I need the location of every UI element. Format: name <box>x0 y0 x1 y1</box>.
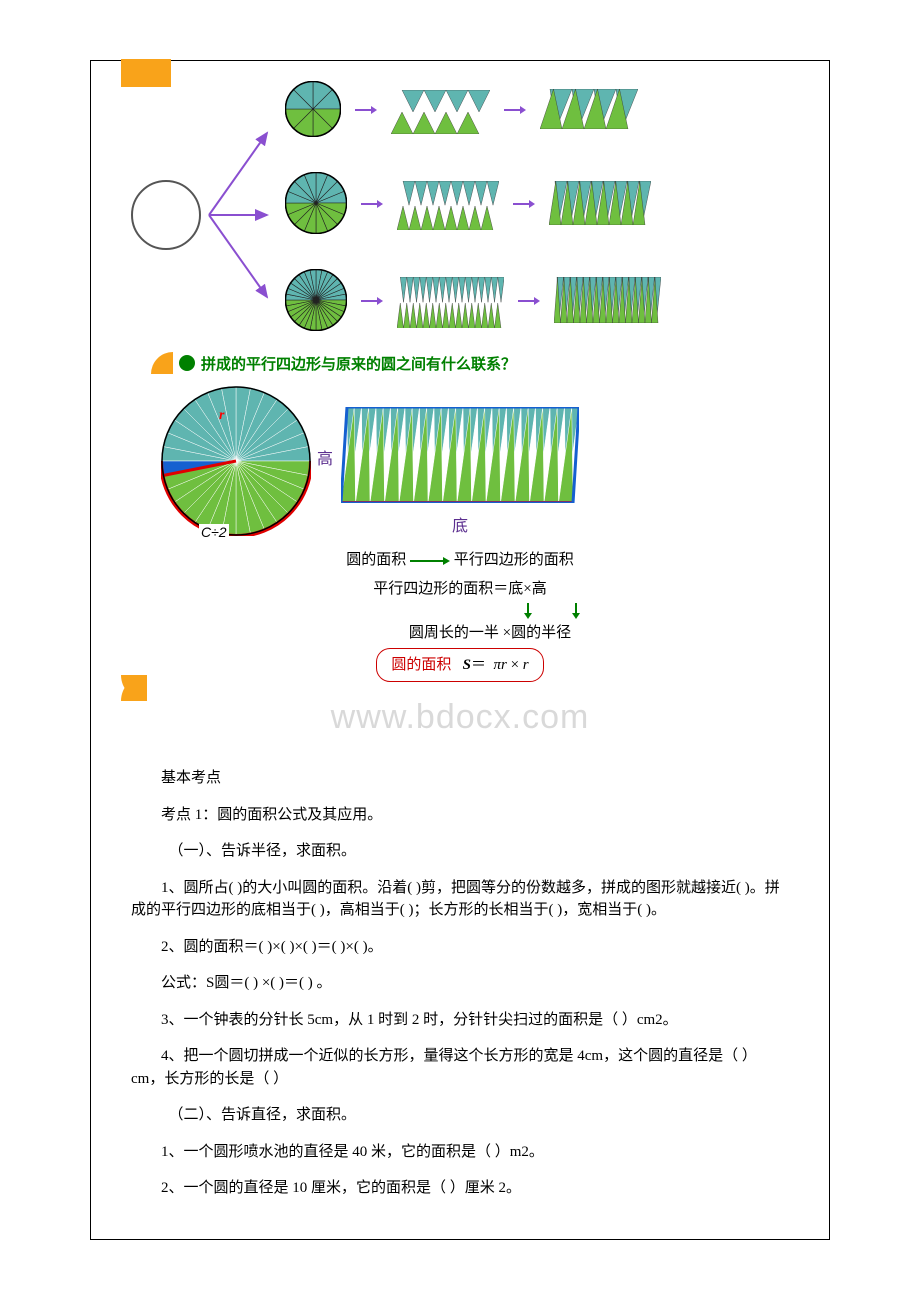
split-wedges-icon <box>391 90 490 134</box>
parallelogram-icon <box>554 277 661 328</box>
para-4: 4、把一个圆切拼成一个近似的长方形，量得这个长方形的宽是 4cm，这个圆的直径是… <box>131 1045 789 1090</box>
down-arrow-icon <box>571 603 581 619</box>
pill-pir: πr <box>493 657 506 673</box>
big-parallelogram: 高 底 <box>341 407 579 536</box>
right-arrow-icon <box>410 556 450 566</box>
page-frame: 拼成的平行四边形与原来的圆之间有什么联系？ r C÷2 高 底 圆的面积 <box>90 60 830 1240</box>
left-column <box>131 115 277 315</box>
para-5: 1、一个圆形喷水池的直径是 40 米，它的面积是（ ）m2。 <box>131 1141 789 1164</box>
empty-circle-icon <box>131 180 201 250</box>
right-arrow-icon <box>504 103 526 121</box>
pie-icon <box>285 269 347 336</box>
para-1: 1、圆所占( )的大小叫圆的面积。沿着( )剪，把圆等分的份数越多，拼成的图形就… <box>131 877 789 922</box>
right-arrow-icon <box>513 197 535 215</box>
heading-basic: 基本考点 <box>131 767 789 790</box>
quarter-corner-icon <box>121 675 147 701</box>
heading-kaodian1: 考点 1：圆的面积公式及其应用。 <box>131 804 789 827</box>
c-div-2-label: C÷2 <box>199 524 229 540</box>
pie-icon <box>285 172 347 239</box>
split-wedges-icon <box>397 277 504 328</box>
transform-row <box>285 81 661 142</box>
pie-icon <box>285 81 341 142</box>
split-wedges-icon <box>397 181 499 229</box>
formula-block: 圆的面积 平行四边形的面积 平行四边形的面积＝底×高 <box>121 546 799 682</box>
big-pie: r C÷2 <box>161 386 311 536</box>
right-arrow-icon <box>361 294 383 312</box>
big-pie-row: r C÷2 高 底 <box>121 382 799 536</box>
transform-row <box>285 269 661 336</box>
transform-rows <box>131 81 799 348</box>
parallelogram-icon <box>549 181 651 230</box>
bullet-row: 拼成的平行四边形与原来的圆之间有什么联系？ <box>151 352 799 374</box>
pill-s: S <box>463 657 471 673</box>
formula-l1-right: 平行四边形的面积 <box>454 552 574 568</box>
right-arrow-icon <box>355 103 377 121</box>
big-paral-shape <box>341 407 579 508</box>
section-1: （一）、告诉半径，求面积。 <box>131 840 789 863</box>
transform-row <box>285 172 661 239</box>
pill-r: r <box>523 657 529 673</box>
formula-line-1: 圆的面积 平行四边形的面积 <box>121 546 799 575</box>
diagram-area: 拼成的平行四边形与原来的圆之间有什么联系？ r C÷2 高 底 圆的面积 <box>91 61 829 753</box>
di-label: 底 <box>452 512 468 536</box>
down-arrow-icon <box>523 603 533 619</box>
formula-pill: 圆的面积 S＝ πr × r <box>376 648 543 683</box>
pill-eq: ＝ <box>471 657 486 673</box>
formula-line-2: 平行四边形的面积＝底×高 <box>121 575 799 604</box>
watermark: www.bdocx.com <box>121 698 799 737</box>
formula-line-3: 圆周长的一半 ×圆的半径 <box>121 619 799 648</box>
para-2: 2、圆的面积＝( )×( )×( )＝( )×( )。 <box>131 936 789 959</box>
bullet-question-text: 拼成的平行四边形与原来的圆之间有什么联系？ <box>201 353 516 374</box>
pill-x: × <box>511 657 519 673</box>
formula-l1-left: 圆的面积 <box>346 552 406 568</box>
right-arrow-icon <box>361 197 383 215</box>
pill-label: 圆的面积 <box>391 657 451 673</box>
content-text: 基本考点 考点 1：圆的面积公式及其应用。 （一）、告诉半径，求面积。 1、圆所… <box>91 767 829 1234</box>
para-3: 3、一个钟表的分针长 5cm，从 1 时到 2 时，分针针尖扫过的面积是（ ）c… <box>131 1009 789 1032</box>
section-2: （二）、告诉直径，求面积。 <box>131 1104 789 1127</box>
quarter-circle-icon <box>151 352 173 374</box>
parallelogram-icon <box>540 89 638 134</box>
sun-quarter-icon <box>121 59 171 87</box>
green-dot-icon <box>179 355 195 371</box>
right-arrow-icon <box>518 294 540 312</box>
formula-pill-row: 圆的面积 S＝ πr × r <box>121 648 799 683</box>
para-2b: 公式：S圆＝( ) ×( )＝( ) 。 <box>131 972 789 995</box>
fan-arrows-icon <box>207 115 277 315</box>
gao-label: 高 <box>317 445 333 469</box>
para-6: 2、一个圆的直径是 10 厘米，它的面积是（ ）厘米 2。 <box>131 1177 789 1200</box>
right-stack <box>285 81 661 348</box>
formula-down-arrows <box>121 603 799 619</box>
r-label: r <box>219 408 224 424</box>
